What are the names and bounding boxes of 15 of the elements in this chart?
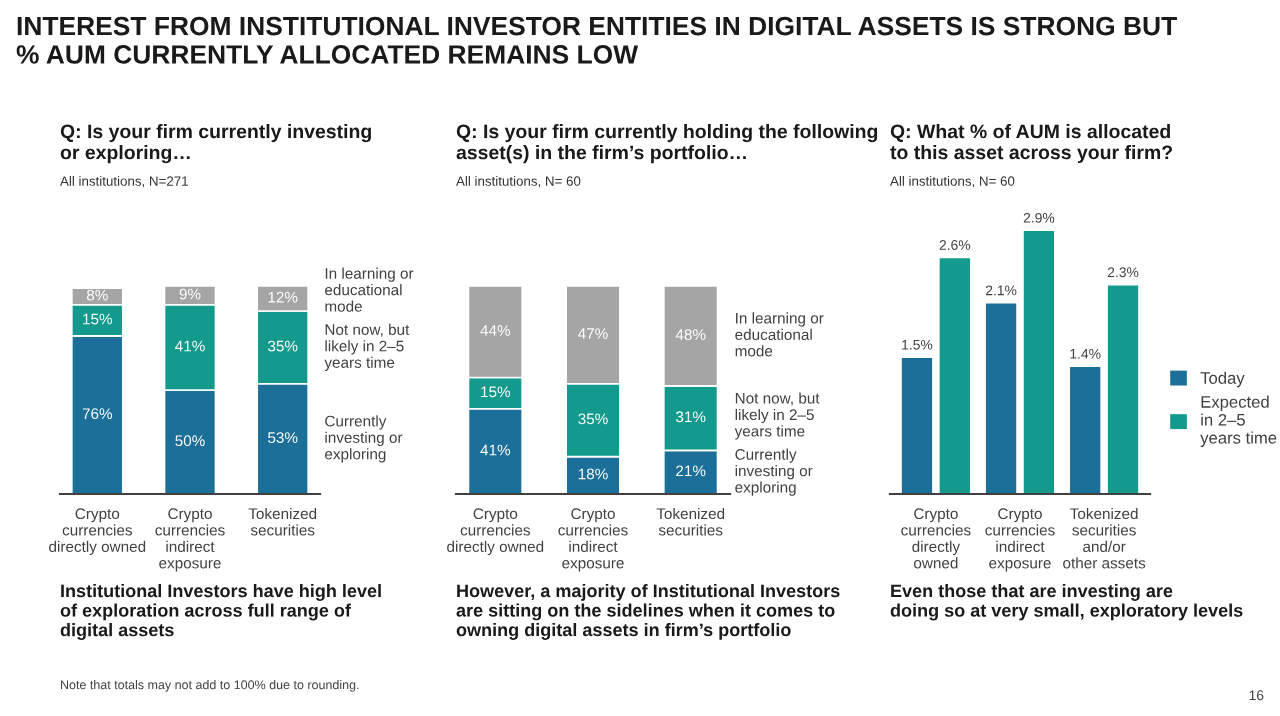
bar — [939, 258, 970, 494]
text: Institutional Investors have high level of exploration across full range of digital assets — [60, 584, 381, 640]
chart-title: Q: What % of AUM is allocated to this asset across your firm? — [890, 124, 1172, 164]
legend-label: Today — [1200, 371, 1245, 388]
text: INTEREST FROM INSTITUTIONAL INVESTOR ENTITIES IN DIGITAL ASSETS IS STRONG BUT % AUM CURRENTLY ALLOCATED REMAINS LOW — [16, 16, 1177, 64]
legend-label: Expected in 2–5 years time — [1200, 395, 1277, 447]
text: Even those that are investing are doing so at very small, exploratory levels — [890, 584, 1243, 621]
bar — [1023, 231, 1055, 494]
bar — [1070, 367, 1101, 494]
chart-title: Q: Is your firm currently holding the following asset(s) in the firm’s portfolio… — [456, 124, 878, 164]
text: However, a majority of Institutional Investors are sitting on the sidelines when it comes to owning digital assets in firm’s portfolio — [456, 584, 840, 640]
bar — [1107, 285, 1139, 494]
bar — [901, 357, 933, 494]
chart-title: Q: Is your firm currently investing or exploring… — [60, 124, 371, 164]
bar — [985, 303, 1017, 494]
